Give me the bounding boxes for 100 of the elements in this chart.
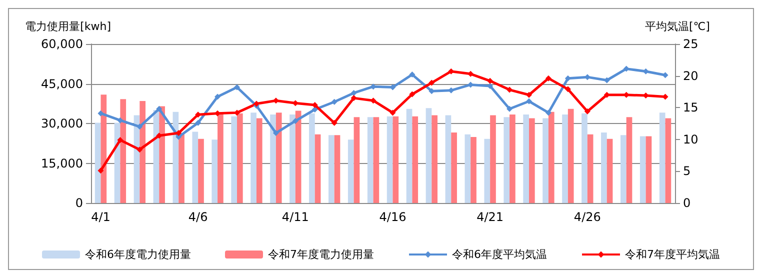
bar xyxy=(314,134,321,203)
bar xyxy=(568,108,574,203)
point xyxy=(487,78,494,84)
y2-tick-label: 15 xyxy=(683,100,698,115)
point xyxy=(331,120,338,126)
bar xyxy=(270,114,276,203)
bar xyxy=(328,135,334,203)
point xyxy=(390,110,396,116)
point xyxy=(234,84,240,90)
bar xyxy=(659,112,666,203)
bar xyxy=(276,112,282,203)
bar xyxy=(212,140,218,203)
point xyxy=(468,70,474,77)
bar xyxy=(484,138,490,203)
bar xyxy=(198,138,204,203)
bar xyxy=(426,108,432,203)
point xyxy=(428,80,435,86)
bar xyxy=(620,135,626,203)
bar xyxy=(218,113,224,203)
bar xyxy=(601,132,607,203)
x-tick-label: 4/11 xyxy=(282,210,309,224)
y-tick-label: 30,000 xyxy=(41,116,83,130)
bar xyxy=(334,135,340,203)
bar xyxy=(100,94,107,203)
x-tick-label: 4/1 xyxy=(91,210,110,224)
bar xyxy=(392,116,399,203)
bar xyxy=(178,134,184,203)
bar xyxy=(451,132,457,203)
point xyxy=(136,146,143,153)
point xyxy=(584,108,590,114)
point xyxy=(526,98,532,104)
bar xyxy=(237,113,243,203)
legend-label: 令和6年度平均気温 xyxy=(452,248,547,261)
y-tick-label: 15,000 xyxy=(41,156,83,170)
bar xyxy=(256,118,262,203)
bar xyxy=(192,132,198,203)
y2-tick-label: 0 xyxy=(683,196,691,210)
point xyxy=(136,124,143,130)
bar xyxy=(120,99,126,203)
point xyxy=(545,110,552,116)
y2-tick-label: 25 xyxy=(683,37,698,51)
bar xyxy=(548,112,554,203)
point xyxy=(564,86,571,92)
point xyxy=(292,118,298,124)
bar xyxy=(470,137,476,203)
point xyxy=(350,95,357,102)
bar xyxy=(354,117,360,203)
point xyxy=(331,98,338,105)
point xyxy=(176,130,182,136)
bar xyxy=(250,112,256,203)
bar xyxy=(587,134,594,203)
bar xyxy=(510,114,516,203)
point xyxy=(409,72,416,78)
bar xyxy=(432,115,438,203)
point xyxy=(506,106,513,112)
point xyxy=(409,91,416,98)
bar xyxy=(606,138,613,203)
y2-tick-label: 5 xyxy=(683,164,691,178)
bar xyxy=(140,100,146,203)
bar xyxy=(94,122,101,203)
bar xyxy=(490,115,496,203)
bar xyxy=(464,134,471,203)
point xyxy=(98,110,104,116)
point xyxy=(506,86,513,93)
point xyxy=(117,117,124,124)
y-tick-label: 45,000 xyxy=(41,76,83,91)
bar xyxy=(348,140,354,203)
x-tick-label: 4/16 xyxy=(379,210,406,224)
bar xyxy=(159,106,165,203)
bar xyxy=(529,118,535,203)
point xyxy=(526,92,532,98)
y2-tick-label: 10 xyxy=(683,132,698,146)
point xyxy=(98,168,104,174)
y2-axis-title: 平均気温[℃] xyxy=(645,20,710,33)
bar xyxy=(290,114,296,203)
legend-label: 令和7年度平均気温 xyxy=(625,248,720,261)
bar xyxy=(626,117,632,203)
y2-tick-label: 20 xyxy=(683,68,698,83)
y-axis-title: 電力使用量[kwh] xyxy=(25,20,111,33)
point xyxy=(117,137,124,144)
point xyxy=(195,120,202,126)
point xyxy=(350,90,357,96)
y-tick-label: 60,000 xyxy=(41,37,83,51)
bar xyxy=(231,116,237,203)
y-tick-label: 0 xyxy=(75,196,83,210)
bar xyxy=(646,136,652,203)
legend-label: 令和7年度電力使用量 xyxy=(268,248,374,261)
bar xyxy=(523,114,529,203)
bar xyxy=(504,117,510,203)
bar xyxy=(412,116,418,203)
bar xyxy=(373,117,380,203)
bar xyxy=(640,136,646,203)
legend-label: 令和6年度電力使用量 xyxy=(85,248,192,261)
bar xyxy=(445,115,452,203)
bar xyxy=(406,108,412,203)
x-tick-label: 4/6 xyxy=(188,210,208,224)
x-tick-label: 4/21 xyxy=(476,210,504,224)
x-tick-label: 4/26 xyxy=(574,210,601,224)
bar xyxy=(665,118,672,203)
bar xyxy=(295,110,302,203)
